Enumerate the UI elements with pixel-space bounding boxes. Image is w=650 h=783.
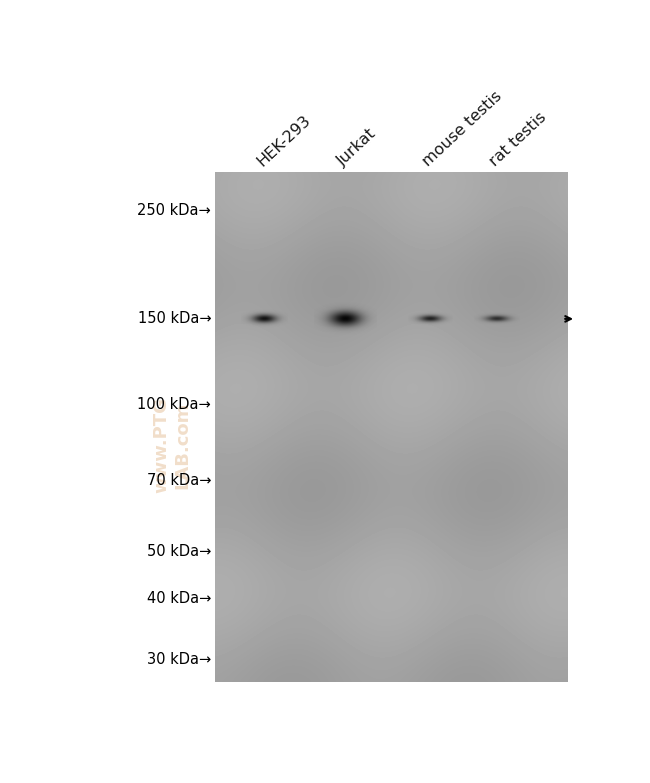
Text: 50 kDa→: 50 kDa→ [147, 543, 211, 559]
Text: mouse testis: mouse testis [420, 88, 504, 169]
Text: HEK-293: HEK-293 [254, 113, 313, 169]
Text: 40 kDa→: 40 kDa→ [147, 591, 211, 606]
Text: 70 kDa→: 70 kDa→ [147, 473, 211, 488]
Text: 250 kDa→: 250 kDa→ [137, 204, 211, 218]
Text: rat testis: rat testis [487, 110, 549, 169]
Text: 100 kDa→: 100 kDa→ [137, 397, 211, 412]
Text: www.PTG
LAB.com: www.PTG LAB.com [153, 397, 191, 493]
Text: 30 kDa→: 30 kDa→ [147, 651, 211, 667]
Text: 150 kDa→: 150 kDa→ [138, 312, 211, 327]
Text: Jurkat: Jurkat [335, 126, 380, 169]
